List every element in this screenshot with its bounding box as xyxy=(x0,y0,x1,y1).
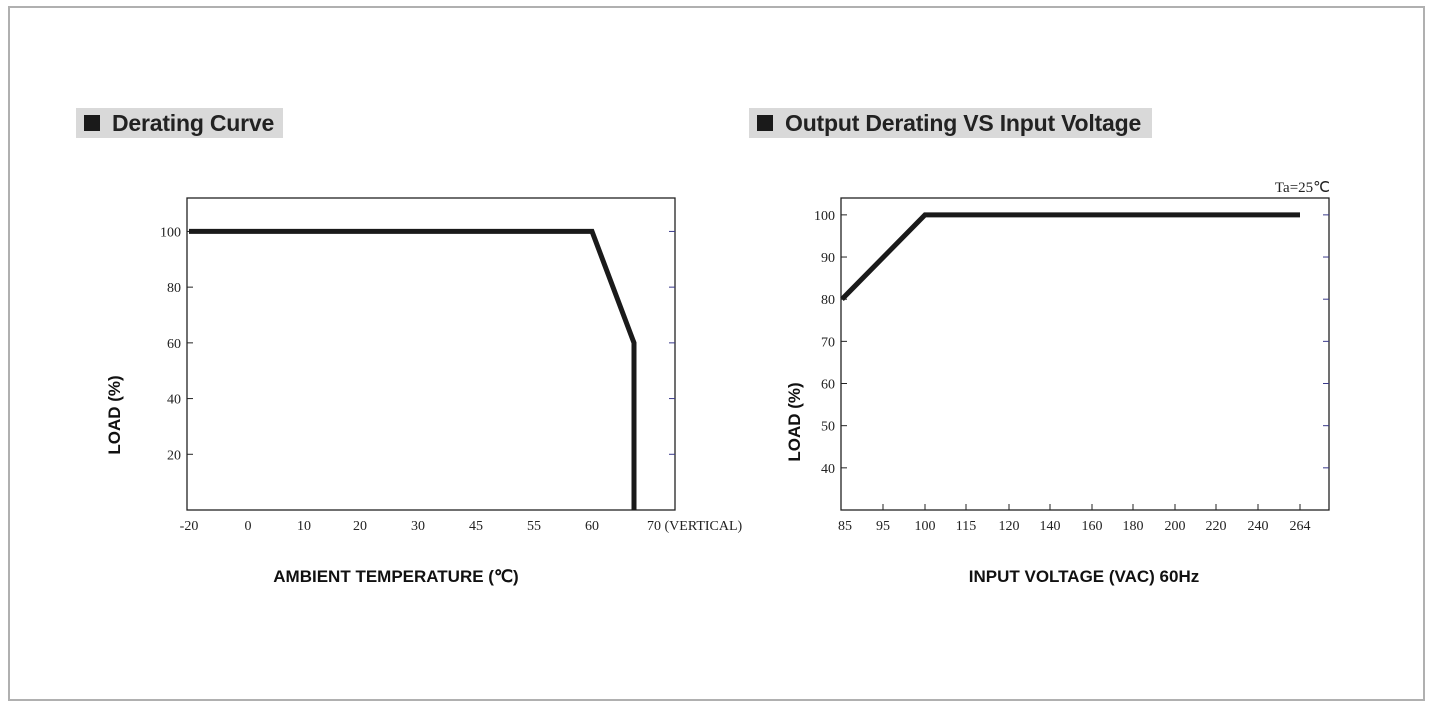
right-x-tick-label: 240 xyxy=(1248,519,1269,534)
right-x-tick-label: 180 xyxy=(1123,519,1144,534)
right-y-axis-title: LOAD (%) xyxy=(785,382,804,461)
bullet-square-icon xyxy=(84,115,100,131)
left-plot-frame xyxy=(186,197,676,511)
right-x-tick-label: 160 xyxy=(1082,519,1103,534)
left-x-tick-label: 30 xyxy=(411,519,425,534)
right-x-tick-label: 264 xyxy=(1290,519,1311,534)
right-x-tick-label: 100 xyxy=(915,519,936,534)
right-section-title: Output Derating VS Input Voltage xyxy=(749,108,1152,138)
right-x-tick-label: 200 xyxy=(1165,519,1186,534)
right-annotation-ta: Ta=25℃ xyxy=(1275,180,1330,196)
left-x-tick-label: 70 (VERTICAL) xyxy=(647,519,743,534)
left-x-tick-label: 55 xyxy=(527,519,541,534)
left-series-line xyxy=(189,228,637,510)
right-y-tick-label: 70 xyxy=(821,335,835,350)
bullet-square-icon xyxy=(757,115,773,131)
left-x-tick-label: -20 xyxy=(180,519,199,534)
left-y-axis-title: LOAD (%) xyxy=(105,375,124,454)
right-y-tick-label: 60 xyxy=(821,378,835,393)
right-x-tick-label: 220 xyxy=(1206,519,1227,534)
left-y-tick-label: 100 xyxy=(160,225,181,240)
left-y-tick-label: 40 xyxy=(167,393,181,408)
left-y-tick-label: 20 xyxy=(167,448,181,463)
right-y-tick-label: 80 xyxy=(821,293,835,308)
right-x-tick-label: 120 xyxy=(999,519,1020,534)
right-y-tick-label: 50 xyxy=(821,420,835,435)
left-x-tick-label: 60 xyxy=(585,519,599,534)
right-y-tick-label: 90 xyxy=(821,251,835,266)
right-x-tick-label: 140 xyxy=(1040,519,1061,534)
right-series-line xyxy=(840,212,1300,301)
left-section-title-text: Derating Curve xyxy=(112,109,275,136)
left-x-axis-title: AMBIENT TEMPERATURE (℃) xyxy=(273,567,518,586)
right-section-title-text: Output Derating VS Input Voltage xyxy=(785,109,1142,136)
right-plot-frame xyxy=(840,197,1330,511)
right-y-tick-label: 100 xyxy=(814,209,835,224)
right-x-tick-label: 85 xyxy=(838,519,852,534)
right-y-tick-label: 40 xyxy=(821,462,835,477)
left-section-title: Derating Curve xyxy=(76,108,283,138)
left-x-tick-label: 0 xyxy=(245,519,252,534)
left-y-tick-label: 60 xyxy=(167,337,181,352)
left-x-tick-label: 10 xyxy=(297,519,311,534)
right-x-tick-label: 95 xyxy=(876,519,890,534)
left-x-tick-label: 20 xyxy=(353,519,367,534)
right-x-tick-label: 115 xyxy=(956,519,976,534)
right-x-axis-title: INPUT VOLTAGE (VAC) 60Hz xyxy=(969,567,1199,586)
left-y-tick-label: 80 xyxy=(167,281,181,296)
left-x-tick-label: 45 xyxy=(469,519,483,534)
